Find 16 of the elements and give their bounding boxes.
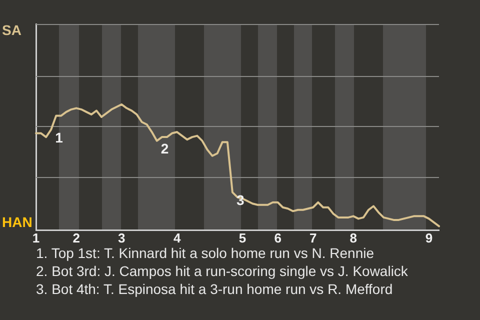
- text: 1. Top 1st: T. Kinnard hit a solo home run vs N. Rennie: [36, 244, 376, 262]
- text: SA: [2, 22, 22, 38]
- x-tick-label: 3: [118, 230, 126, 246]
- x-tick-label: 2: [72, 230, 80, 246]
- x-tick-label: 9: [425, 230, 433, 246]
- x-tick-label: 1: [32, 230, 40, 246]
- text: 3. Bot 4th: T. Espinosa hit a 3-run home run vs R. Mefford: [36, 280, 394, 298]
- x-tick-label: 8: [350, 230, 357, 246]
- x-tick-label: 6: [274, 230, 282, 246]
- text: HAN: [2, 214, 32, 230]
- x-tick-label: 5: [238, 230, 246, 246]
- x-tick-label: 7: [309, 230, 317, 246]
- text: 2. Bot 3rd: J. Campos hit a run-scoring single vs J. Kowalick: [36, 262, 408, 280]
- annotation: 1: [55, 129, 64, 146]
- x-tick-label: 4: [173, 230, 182, 246]
- annotation: 2: [160, 140, 169, 157]
